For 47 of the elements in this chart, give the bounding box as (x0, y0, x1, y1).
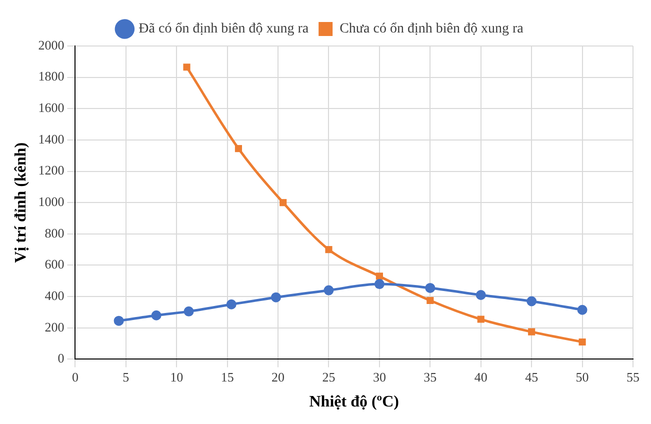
x-tick-label: 0 (72, 369, 78, 384)
x-tick-label: 40 (474, 369, 488, 384)
y-tick-label: 1800 (38, 68, 64, 84)
y-tick-label: 200 (44, 319, 64, 334)
point (184, 306, 194, 316)
point (183, 64, 190, 71)
point (280, 199, 287, 206)
x-tick-label: 45 (525, 369, 538, 384)
point (271, 292, 282, 302)
x-tick-label: 10 (170, 369, 184, 384)
point (226, 299, 236, 310)
y-tick-label: 400 (44, 288, 64, 303)
point (325, 246, 332, 254)
point (234, 145, 242, 152)
x-tick-label: 55 (626, 369, 640, 384)
point (526, 296, 537, 306)
point (425, 282, 436, 293)
x-tick-label: 25 (322, 369, 336, 384)
point (577, 304, 588, 315)
y-tick-label: 600 (44, 256, 64, 272)
x-tick-label: 15 (220, 369, 234, 384)
y-tick-label: 1600 (38, 100, 64, 116)
point (528, 328, 536, 336)
y-tick-label: 2000 (38, 37, 64, 52)
point (374, 279, 384, 290)
point (151, 310, 162, 320)
y-tick-label: 1400 (38, 131, 64, 146)
x-tick-label: 50 (576, 369, 589, 384)
x-tick-label: 5 (122, 369, 130, 384)
x-tick-label: 30 (372, 369, 386, 384)
point (476, 290, 486, 300)
y-tick-label: 0 (58, 350, 64, 366)
x-tick-label: 35 (424, 369, 437, 384)
y-tick-label: 1200 (38, 162, 64, 178)
legend-label: Chưa có ổn định biên độ xung ra (340, 22, 524, 37)
point (477, 316, 484, 323)
point (426, 296, 434, 304)
y-tick-label: 800 (44, 225, 64, 240)
point (114, 316, 124, 326)
x-tick-label: 20 (272, 369, 285, 384)
point (376, 272, 383, 280)
y-axis-title: Vị trí đỉnh (kênh) (12, 142, 30, 263)
y-tick-label: 1000 (38, 194, 64, 210)
x-axis-title: Nhiệt độ (ºC) (309, 394, 399, 411)
point (578, 338, 586, 346)
point (324, 285, 334, 296)
legend-label: Đã có ổn định biên độ xung ra (138, 22, 310, 37)
